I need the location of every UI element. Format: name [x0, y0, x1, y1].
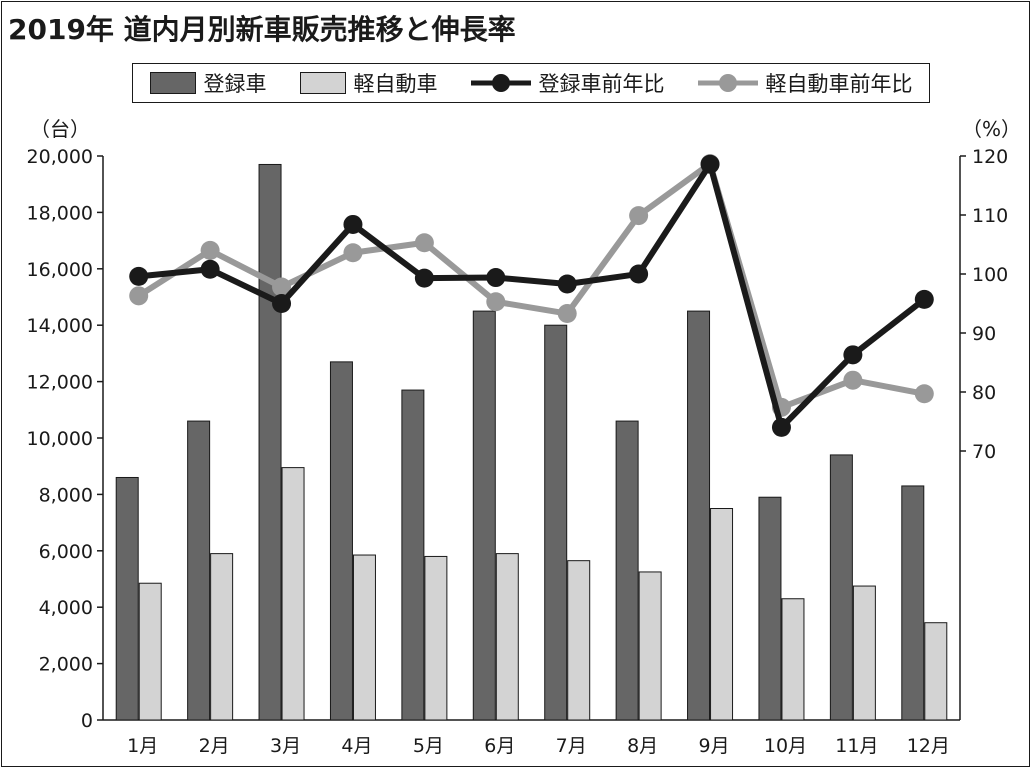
x-tick-label: 1月 [127, 735, 158, 757]
right-tick-label: 120 [972, 146, 1008, 168]
left-tick-label: 0 [81, 710, 93, 732]
bar-registered [258, 163, 282, 721]
left-tick-label: 6,000 [39, 541, 93, 563]
legend-label-registered: 登録車 [203, 72, 267, 96]
left-tick-label: 16,000 [27, 259, 93, 281]
bar-kei [281, 467, 305, 721]
right-tick-label: 100 [972, 264, 1008, 286]
right-tick-label: 80 [972, 382, 996, 404]
x-tick-label: 12月 [907, 735, 950, 757]
legend-item-kei: 軽自動車 [299, 68, 438, 98]
left-tick-label: 10,000 [27, 428, 93, 450]
bar-registered [401, 389, 425, 721]
x-tick-label: 7月 [556, 735, 587, 757]
legend-item-registered: 登録車 [149, 68, 267, 98]
bar-kei [924, 622, 948, 721]
left-tick-label: 18,000 [27, 202, 93, 224]
bar-kei [638, 571, 662, 721]
kei-yoy-point [414, 233, 434, 253]
bar-registered [472, 310, 496, 721]
left-tick-label: 20,000 [27, 146, 93, 168]
bar-registered [687, 310, 711, 721]
x-tick-label: 4月 [341, 735, 372, 757]
bar-kei [495, 553, 519, 721]
bar-kei [138, 582, 162, 721]
legend-item-registered-yoy: 登録車前年比 [470, 68, 665, 98]
bar-kei [852, 585, 876, 721]
registered-yoy-point [914, 289, 934, 309]
x-tick-label: 6月 [484, 735, 515, 757]
right-tick-label: 90 [972, 323, 996, 345]
bar-registered [829, 454, 853, 721]
registered-yoy-point [200, 259, 220, 279]
kei-yoy-point [272, 277, 292, 297]
x-tick-label: 10月 [764, 735, 807, 757]
bar-registered [115, 476, 139, 721]
x-tick-label: 2月 [199, 735, 230, 757]
legend-label-kei-yoy: 軽自動車前年比 [765, 72, 913, 96]
right-tick-label: 110 [972, 205, 1008, 227]
left-tick-label: 8,000 [39, 484, 93, 506]
registered-yoy-point [414, 268, 434, 288]
kei-yoy-point [343, 243, 363, 263]
registered-yoy-point [129, 266, 149, 286]
bar-registered [758, 496, 782, 721]
left-tick-label: 2,000 [39, 654, 93, 676]
left-tick-label: 12,000 [27, 372, 93, 394]
left-tick-label: 14,000 [27, 315, 93, 337]
x-tick-label: 5月 [413, 735, 444, 757]
kei-yoy-point [486, 292, 506, 312]
kei-yoy-point [843, 370, 863, 390]
registered-yoy-point [486, 268, 506, 288]
x-tick-label: 9月 [698, 735, 729, 757]
kei-yoy-point [557, 304, 577, 324]
bar-registered [544, 324, 568, 721]
registered-yoy-line [138, 161, 927, 431]
kei-yoy-line [137, 160, 925, 411]
bar-kei [567, 560, 591, 721]
bar-registered [187, 420, 211, 721]
legend-label-kei: 軽自動車 [353, 72, 438, 96]
registered-yoy-point [629, 264, 649, 284]
legend-item-kei-yoy: 軽自動車前年比 [697, 68, 913, 98]
kei-yoy-point [129, 286, 149, 306]
registered-yoy-point [771, 417, 791, 437]
left-axis-unit: （台） [30, 117, 90, 141]
bar-registered [329, 361, 353, 721]
legend-label-registered-yoy: 登録車前年比 [538, 72, 665, 96]
bar-kei [710, 508, 734, 721]
bar-kei [781, 598, 805, 721]
registered-yoy-point [557, 274, 577, 294]
bar-kei [424, 555, 448, 721]
right-axis-unit: （%） [962, 117, 1021, 141]
left-tick-label: 4,000 [39, 597, 93, 619]
bar-registered [615, 420, 639, 721]
bar-registered [901, 485, 925, 721]
legend-swatch-registered [149, 72, 196, 94]
bar-kei [210, 553, 234, 721]
x-tick-label: 3月 [270, 735, 301, 757]
bar-kei [352, 554, 376, 721]
chart-title: 2019年 道内月別新車販売推移と伸長率 [8, 13, 516, 46]
kei-yoy-point [200, 240, 220, 260]
x-tick-label: 11月 [835, 735, 878, 757]
legend-marker-registered-yoy [470, 74, 531, 92]
right-tick-label: 70 [972, 441, 996, 463]
kei-yoy-point [914, 384, 934, 404]
registered-yoy-point [843, 345, 863, 365]
registered-yoy-point [272, 294, 292, 313]
registered-yoy-point [343, 214, 363, 234]
kei-yoy-point [629, 206, 649, 226]
legend-swatch-kei [299, 72, 346, 94]
legend-marker-kei-yoy [697, 74, 758, 92]
x-tick-label: 8月 [627, 735, 658, 757]
registered-yoy-point [700, 154, 720, 174]
chart-legend: 登録車 軽自動車 登録車前年比 軽自動車前年比 [132, 63, 930, 103]
